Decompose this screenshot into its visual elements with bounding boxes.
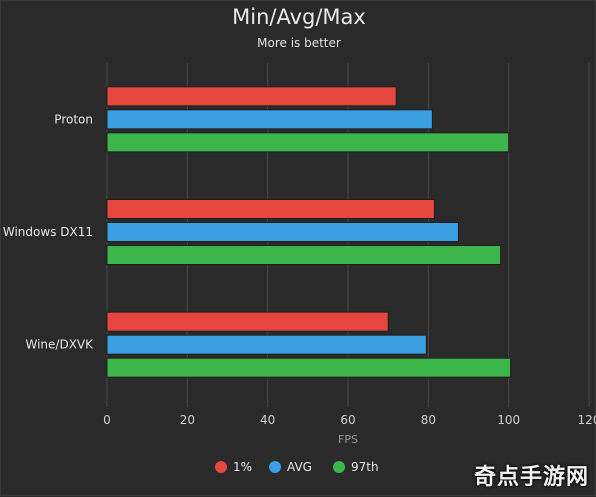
legend: 1% AVG 97th bbox=[215, 460, 379, 474]
legend-marker bbox=[269, 461, 281, 473]
x-tick-label: 0 bbox=[103, 413, 111, 427]
watermark-logo: 奇点手游网 bbox=[473, 465, 589, 490]
bar-windows-dx11-avg bbox=[106, 222, 459, 242]
x-tick-label: 120 bbox=[578, 413, 596, 427]
category-label: Proton bbox=[54, 112, 93, 126]
labels: 0 20 40 60 80 100 120 Proton Windows DX11 Wine/DX… bbox=[3, 112, 596, 427]
chart-subtitle: More is better bbox=[257, 36, 341, 50]
category-label: Windows DX11 bbox=[3, 225, 93, 239]
legend-marker bbox=[215, 461, 227, 473]
legend-marker bbox=[333, 461, 345, 473]
bar-wine-dxvk-97th bbox=[106, 357, 512, 378]
bar-wine-dxvk-1- bbox=[106, 311, 389, 332]
x-tick-label: 80 bbox=[421, 413, 436, 427]
legend-label: AVG bbox=[287, 460, 312, 474]
bar-wine-dxvk-avg bbox=[106, 334, 427, 355]
legend-label: 1% bbox=[233, 460, 252, 474]
bar-windows-dx11-1- bbox=[106, 199, 435, 219]
chart-title: Min/Avg/Max bbox=[232, 5, 366, 29]
bar-proton-avg bbox=[106, 109, 433, 130]
category-label: Wine/DXVK bbox=[25, 338, 94, 352]
x-tick-label: 40 bbox=[260, 413, 275, 427]
legend-label: 97th bbox=[351, 460, 379, 474]
bar-windows-dx11-97th bbox=[106, 245, 502, 265]
bar-proton-1- bbox=[106, 86, 397, 107]
bars bbox=[106, 86, 512, 378]
x-axis-title: FPS bbox=[338, 433, 358, 446]
x-tick-label: 20 bbox=[180, 413, 195, 427]
x-tick-label: 100 bbox=[497, 413, 520, 427]
bar-proton-97th bbox=[106, 132, 510, 153]
x-tick-label: 60 bbox=[340, 413, 355, 427]
